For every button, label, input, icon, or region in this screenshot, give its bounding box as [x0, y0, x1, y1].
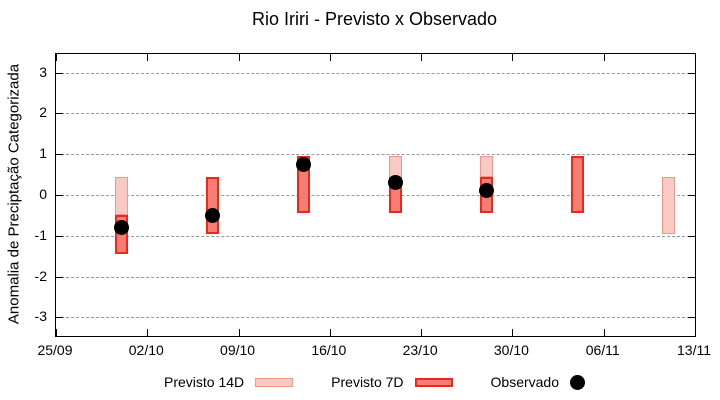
xtick-top — [603, 54, 605, 61]
plot-area — [55, 53, 696, 337]
xtick-bottom — [603, 329, 605, 336]
xtick-bottom — [238, 329, 240, 336]
ytick-left — [56, 72, 63, 74]
gridline-y1 — [56, 154, 695, 156]
ytick-label: -1 — [34, 226, 47, 243]
bar-previsto-14d — [388, 156, 402, 177]
ytick-right — [688, 317, 695, 319]
xtick-label: 06/11 — [585, 342, 620, 358]
legend-swatch-previsto-14d-icon — [255, 377, 294, 387]
xtick-top — [56, 54, 57, 61]
ytick-label: -2 — [34, 267, 47, 284]
legend-label-previsto-14d: Previsto 14D — [164, 374, 245, 390]
observado-dot — [387, 175, 403, 191]
xtick-top — [147, 54, 149, 61]
xtick-label: 16/10 — [311, 342, 347, 358]
xtick-label: 02/10 — [128, 342, 164, 358]
xtick-top — [421, 54, 423, 61]
ytick-left — [56, 154, 63, 156]
observado-dot — [478, 183, 494, 199]
xtick-label: 25/09 — [37, 342, 73, 358]
gridline-y2 — [56, 113, 695, 115]
legend-swatch-previsto-7d-icon — [414, 377, 453, 387]
gridline-y0 — [56, 195, 695, 196]
gridline-y-3 — [56, 317, 695, 319]
xtick-bottom — [147, 329, 149, 336]
ytick-left — [56, 195, 63, 196]
ytick-right — [688, 276, 695, 278]
ytick-label: 3 — [39, 63, 47, 80]
xtick-top — [695, 54, 696, 61]
chart-title: Rio Iriri - Previsto x Observado — [251, 9, 498, 29]
ytick-left — [56, 113, 63, 115]
ytick-label: 0 — [39, 186, 47, 202]
xtick-top — [238, 54, 240, 61]
observado-dot — [113, 220, 129, 236]
observado-dot — [296, 156, 312, 172]
ytick-label: -3 — [34, 308, 47, 325]
legend-item-previsto-7d: Previsto 7D — [331, 374, 453, 390]
xtick-top — [329, 54, 331, 61]
ytick-right — [688, 154, 695, 156]
bar-previsto-14d — [479, 156, 493, 177]
xtick-bottom — [512, 329, 514, 336]
xtick-label: 30/10 — [493, 342, 529, 358]
bar-previsto-7d — [205, 176, 219, 234]
ytick-label: 1 — [39, 145, 47, 162]
xtick-bottom — [695, 329, 696, 336]
xtick-label: 13/11 — [677, 342, 711, 358]
gridline-y-2 — [56, 276, 695, 278]
legend-item-observado: Observado — [491, 374, 585, 390]
gridline-y3 — [56, 72, 695, 74]
legend-label-observado: Observado — [490, 374, 559, 390]
gridline-y-1 — [56, 235, 695, 237]
legend-swatch-observado-icon — [570, 374, 585, 390]
xtick-label: 09/10 — [220, 342, 256, 358]
bar-previsto-14d — [114, 176, 128, 216]
ytick-right — [688, 195, 695, 196]
xtick-bottom — [56, 329, 57, 336]
bar-previsto-7d — [571, 156, 585, 214]
ytick-left — [56, 235, 63, 237]
ytick-left — [56, 317, 63, 319]
ytick-left — [56, 276, 63, 278]
xtick-bottom — [421, 329, 423, 336]
bar-previsto-14d — [662, 176, 676, 234]
legend-item-previsto-14d: Previsto 14D — [164, 374, 294, 390]
ytick-right — [688, 113, 695, 115]
ytick-right — [688, 72, 695, 74]
xtick-label: 23/10 — [402, 342, 438, 358]
xtick-top — [512, 54, 514, 61]
xtick-bottom — [329, 329, 331, 336]
ytick-right — [688, 235, 695, 237]
observado-dot — [204, 207, 220, 223]
ytick-label: 2 — [39, 104, 47, 121]
legend: Previsto 14D Previsto 7D Observado — [55, 374, 694, 390]
legend-label-previsto-7d: Previsto 7D — [331, 374, 404, 390]
